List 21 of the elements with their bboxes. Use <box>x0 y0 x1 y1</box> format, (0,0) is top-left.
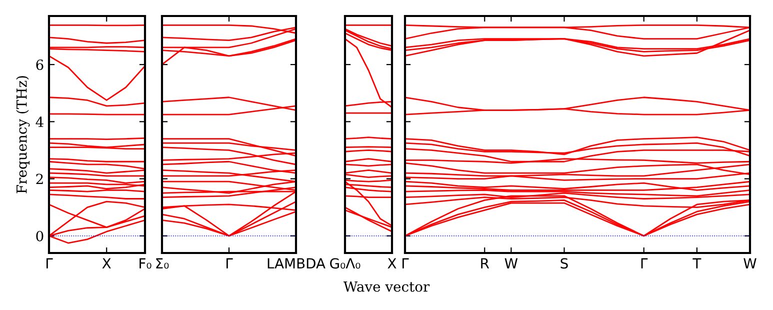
x-tick-label: LAMBDA <box>268 258 326 268</box>
x-tick-label: S <box>560 258 568 269</box>
x-tick-label: G₀Λ₀ <box>330 258 360 269</box>
x-tick-label: X <box>388 258 396 268</box>
x-tick-label: Γ <box>46 258 53 268</box>
x-tick-label: F₀ <box>140 258 152 269</box>
x-tick-label: X <box>102 258 111 268</box>
y-tick-label: 4 <box>36 116 44 127</box>
x-tick-label: W <box>504 258 518 268</box>
x-tick-label: Σ₀ <box>156 258 169 269</box>
y-tick-label: 2 <box>36 174 43 184</box>
x-tick-label: W <box>744 258 756 268</box>
x-tick-label: Γ <box>641 258 648 268</box>
x-tick-label: T <box>692 258 702 268</box>
y-tick-label: 6 <box>36 60 44 70</box>
y-axis-title: Frequency (THz) <box>16 76 30 194</box>
x-axis-title: Wave vector <box>343 281 430 292</box>
x-tick-label: Γ <box>226 258 233 268</box>
y-tick-label: 0 <box>36 230 44 242</box>
x-tick-label: R <box>481 258 490 268</box>
x-tick-label: Γ <box>402 258 409 268</box>
